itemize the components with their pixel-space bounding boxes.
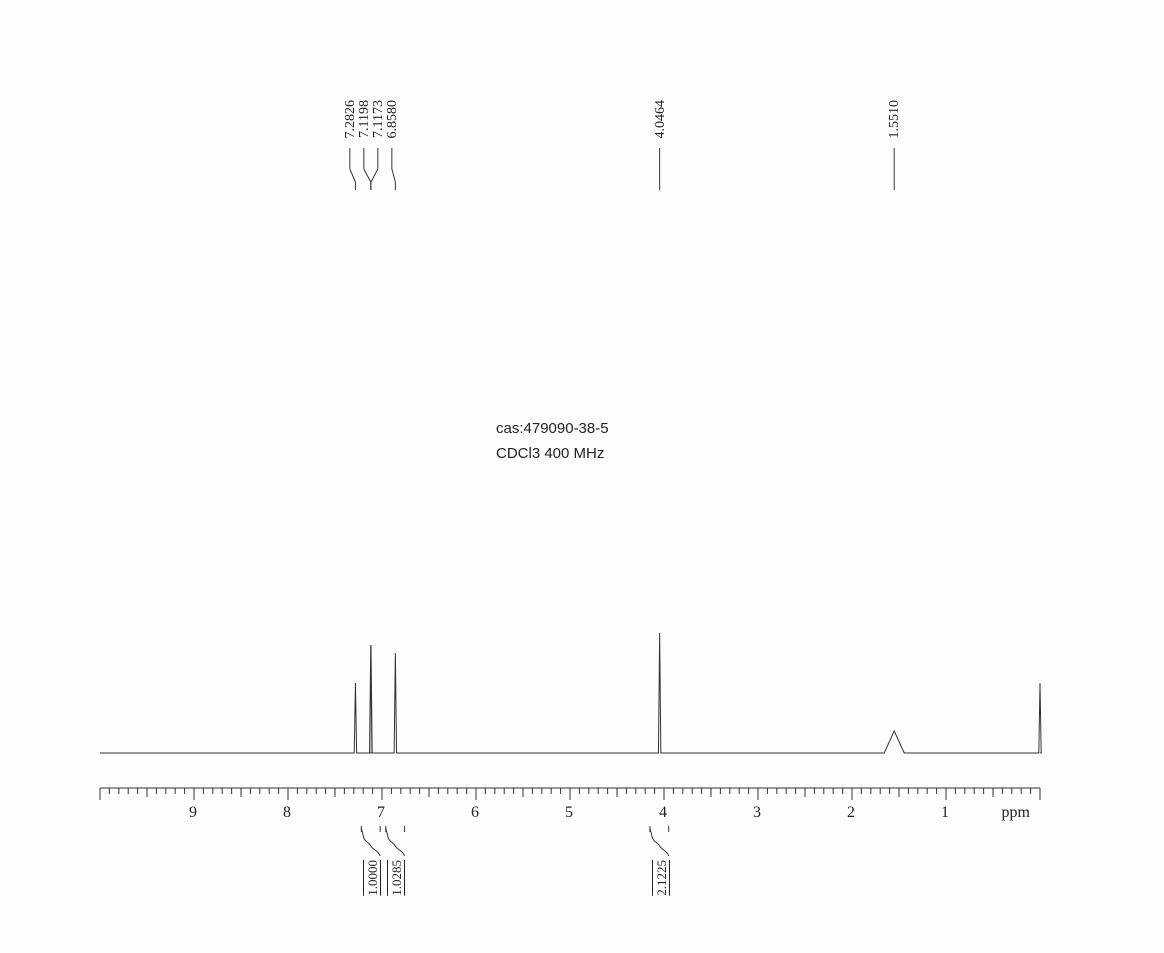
axis-tick-label: 5 <box>565 804 573 822</box>
axis-tick-label: 9 <box>189 804 197 822</box>
axis-tick-label: 4 <box>659 804 667 822</box>
axis-tick-label: 6 <box>471 804 479 822</box>
axis-tick-label: 1 <box>941 804 949 822</box>
axis-tick-label: 7 <box>377 804 385 822</box>
x-axis <box>0 0 1164 953</box>
integral-value: 1.0000 <box>365 860 381 896</box>
integral-value: 1.0285 <box>389 860 405 896</box>
integral-value: 2.1225 <box>654 860 670 896</box>
axis-tick-label: 2 <box>847 804 855 822</box>
axis-tick-label: 3 <box>753 804 761 822</box>
axis-unit-label: ppm <box>1002 804 1030 822</box>
axis-tick-label: 8 <box>283 804 291 822</box>
